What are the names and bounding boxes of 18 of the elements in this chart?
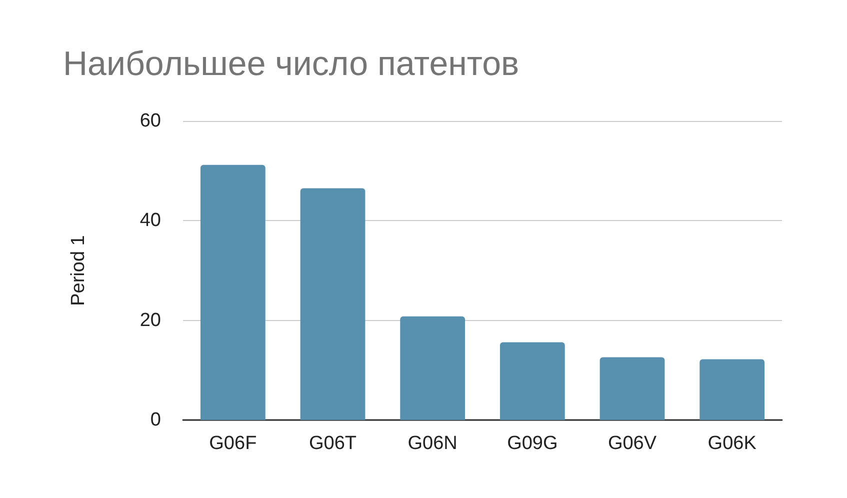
bar	[300, 188, 366, 420]
chart-title: Наибольшее число патентов	[63, 45, 520, 83]
x-tick-label: G06F	[209, 433, 257, 454]
x-tick-label: G06V	[608, 433, 657, 454]
y-tick-label: 40	[140, 210, 161, 232]
x-tick-label: G09G	[507, 433, 558, 454]
y-tick-label: 60	[140, 110, 161, 132]
x-tick-label: G06N	[408, 433, 458, 454]
y-tick-label: 0	[150, 410, 161, 430]
bar	[600, 357, 665, 420]
x-tick-label: G06K	[708, 433, 757, 454]
bar	[400, 316, 466, 420]
x-tick-label: G06T	[308, 433, 357, 454]
y-axis-title: Period 1	[68, 235, 89, 306]
y-tick-label: 20	[140, 310, 161, 331]
bar	[700, 359, 765, 420]
bar	[500, 342, 565, 420]
bar	[200, 164, 266, 420]
